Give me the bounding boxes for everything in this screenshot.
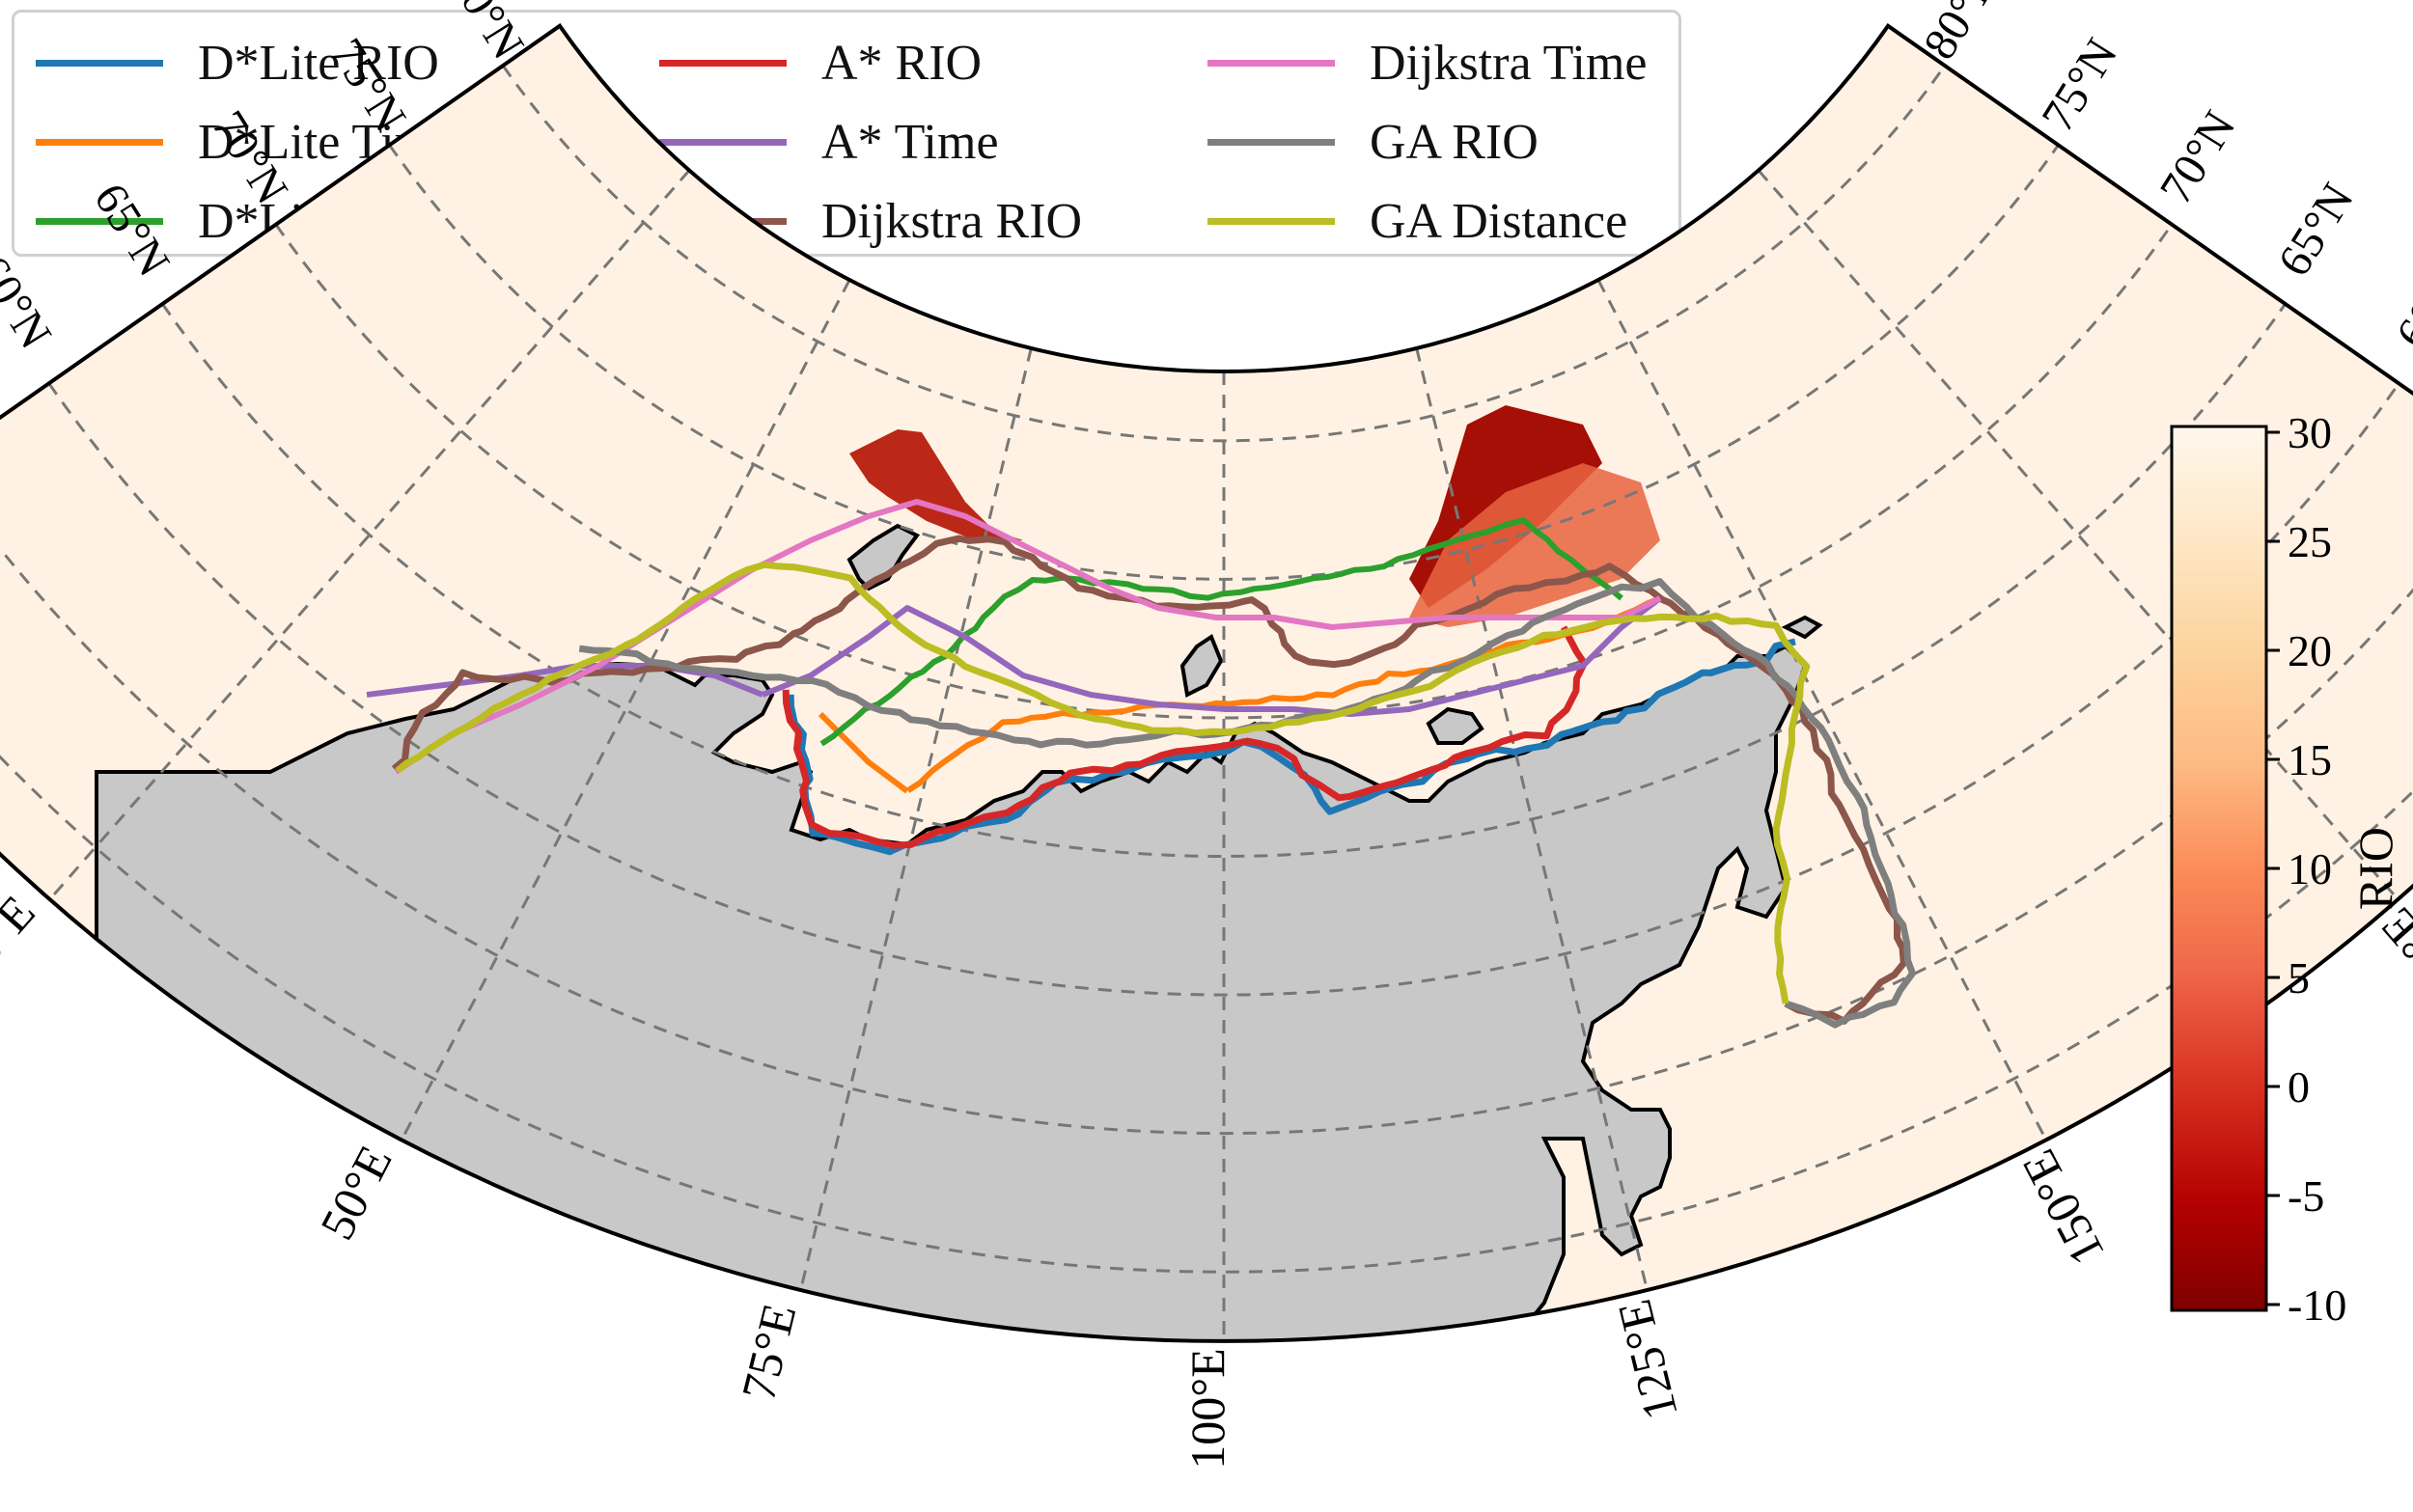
mid-rio-sea-ice-east	[1409, 463, 1660, 627]
parallel-line	[274, 223, 2174, 720]
latitude-label: 60°N	[2386, 247, 2413, 357]
colorbar-tick-label: 0	[2288, 1062, 2310, 1112]
legend-item: A* RIO	[659, 34, 982, 92]
legend-item: GA RIO	[1207, 113, 1539, 171]
legend-swatch	[659, 138, 787, 146]
colorbar-tick-label: 25	[2288, 517, 2332, 566]
legend-swatch	[36, 138, 163, 146]
legend-swatch	[1207, 59, 1335, 67]
route-ga-distance	[395, 561, 1811, 1004]
colorbar-tick-label: 15	[2288, 735, 2332, 784]
longitude-label: 150°E	[2011, 1141, 2115, 1274]
legend-swatch	[36, 59, 163, 67]
parallel-line	[47, 382, 2400, 997]
colorbar-tick-label: -10	[2288, 1280, 2346, 1330]
longitude-label: 25°E	[0, 885, 45, 994]
latitude-label: 75°N	[2032, 30, 2127, 140]
legend-label: GA Distance	[1370, 193, 1628, 249]
low-rio-sea-ice-west	[849, 429, 1023, 540]
latitude-label: 65°N	[84, 175, 180, 285]
route-astar-rio	[782, 625, 1588, 849]
legend-item: A* Time	[659, 113, 999, 171]
route-lines	[366, 499, 1916, 1029]
new-siberian-islands	[1426, 706, 1484, 745]
wrangel-island	[1781, 615, 1823, 640]
latitude-label: 70°N	[2150, 102, 2246, 212]
colorbar-tick-label: -5	[2288, 1171, 2324, 1221]
route-astar-time	[761, 595, 1662, 717]
legend-label: D*Lite RIO	[198, 35, 439, 91]
legend-item: Dijkstra Time	[1207, 34, 1648, 92]
severnaya-zemlya-island	[1179, 633, 1224, 698]
legend-swatch	[659, 59, 787, 67]
colorbar-gradient	[2170, 425, 2268, 1312]
colorbar-tick-label: 10	[2288, 844, 2332, 893]
legend-label: A* RIO	[821, 35, 983, 91]
route-ga-rio	[578, 578, 1916, 1029]
longitude-label: 50°E	[310, 1137, 402, 1248]
legend-label: GA RIO	[1370, 114, 1539, 170]
parallel-line	[388, 144, 2060, 581]
longitude-label: 125°E	[1607, 1295, 1688, 1425]
colorbar-tick-label: 5	[2288, 953, 2310, 1003]
colorbar: 30 25 20 15 10 5 0 -5 -10 RIO	[2170, 408, 2402, 1330]
parallel-line	[501, 65, 1947, 443]
legend-swatch	[1207, 138, 1335, 146]
legend-label: Dijkstra RIO	[821, 193, 1083, 249]
novaya-zemlya-island	[846, 523, 921, 591]
colorbar-label: RIO	[2348, 827, 2402, 910]
longitude-label: 75°E	[731, 1299, 806, 1406]
route-dlite-time-west	[818, 711, 909, 794]
legend-item: D*Lite RIO	[36, 34, 439, 92]
latitude-label: 75°N	[320, 30, 416, 140]
longitude-label: 100°E	[1180, 1348, 1234, 1470]
legend-swatch	[36, 217, 163, 225]
latitude-label: 65°N	[2268, 175, 2364, 285]
colorbar-ticks: 30 25 20 15 10 5 0 -5 -10	[2266, 408, 2346, 1330]
parallel-line	[161, 303, 2287, 858]
map-boundary	[0, 23, 2413, 1343]
colorbar-tick-label: 20	[2288, 626, 2332, 675]
latitude-label: 70°N	[202, 102, 297, 212]
route-dlite-distance	[819, 517, 1623, 747]
latitude-label: 60°N	[0, 247, 62, 357]
legend-label: Dijkstra Time	[1370, 35, 1648, 91]
colorbar-tick-label: 30	[2288, 408, 2332, 457]
legend-item: GA Distance	[1207, 192, 1627, 250]
legend-swatch	[1207, 217, 1335, 225]
legend-label: A* Time	[821, 114, 999, 170]
